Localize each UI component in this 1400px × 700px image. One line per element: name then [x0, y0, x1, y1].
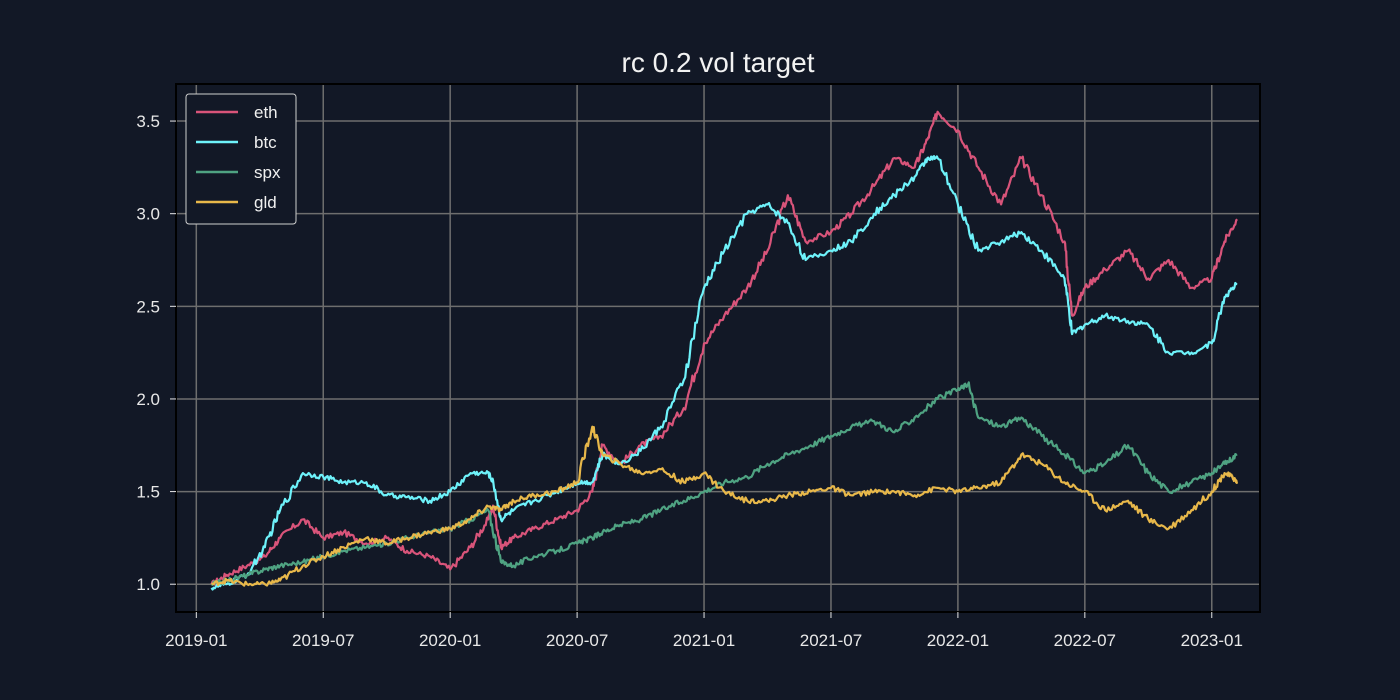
series-line-btc [210, 155, 1238, 591]
x-tick-label: 2020-01 [419, 631, 481, 650]
series-line-spx [210, 381, 1238, 586]
x-axis: 2019-01 2019-07 2020-01 2020-07 2021-01 2021-… [165, 612, 1243, 650]
x-tick-label: 2023-01 [1181, 631, 1243, 650]
grid [176, 84, 1260, 612]
x-tick-label: 2022-01 [927, 631, 989, 650]
y-tick-label: 3.0 [136, 205, 160, 224]
y-tick-label: 1.0 [136, 575, 160, 594]
plot-area [175, 83, 1261, 613]
y-tick-label: 2.0 [136, 390, 160, 409]
series-lines [210, 110, 1239, 591]
x-tick-label: 2020-07 [546, 631, 608, 650]
legend-label-spx: spx [254, 163, 281, 182]
y-tick-label: 3.5 [136, 112, 160, 131]
x-tick-label: 2019-07 [292, 631, 354, 650]
legend-label-gld: gld [254, 193, 277, 212]
legend-label-eth: eth [254, 103, 278, 122]
y-axis: 1.0 1.5 2.0 2.5 3.0 3.5 [136, 112, 176, 594]
x-tick-label: 2021-07 [800, 631, 862, 650]
legend: eth btc spx gld [185, 93, 297, 225]
legend-box [185, 93, 297, 225]
x-tick-label: 2019-01 [165, 631, 227, 650]
plot-border [175, 83, 1261, 613]
series-line-eth [210, 110, 1239, 586]
y-tick-label: 2.5 [136, 297, 160, 316]
series-line-gld [211, 425, 1239, 587]
x-tick-label: 2022-07 [1054, 631, 1116, 650]
chart-title: rc 0.2 vol target [622, 47, 815, 78]
y-tick-label: 1.5 [136, 483, 160, 502]
legend-label-btc: btc [254, 133, 277, 152]
x-tick-label: 2021-01 [673, 631, 735, 650]
plot-frame [175, 83, 1261, 613]
legend-items: eth btc spx gld [196, 103, 281, 212]
